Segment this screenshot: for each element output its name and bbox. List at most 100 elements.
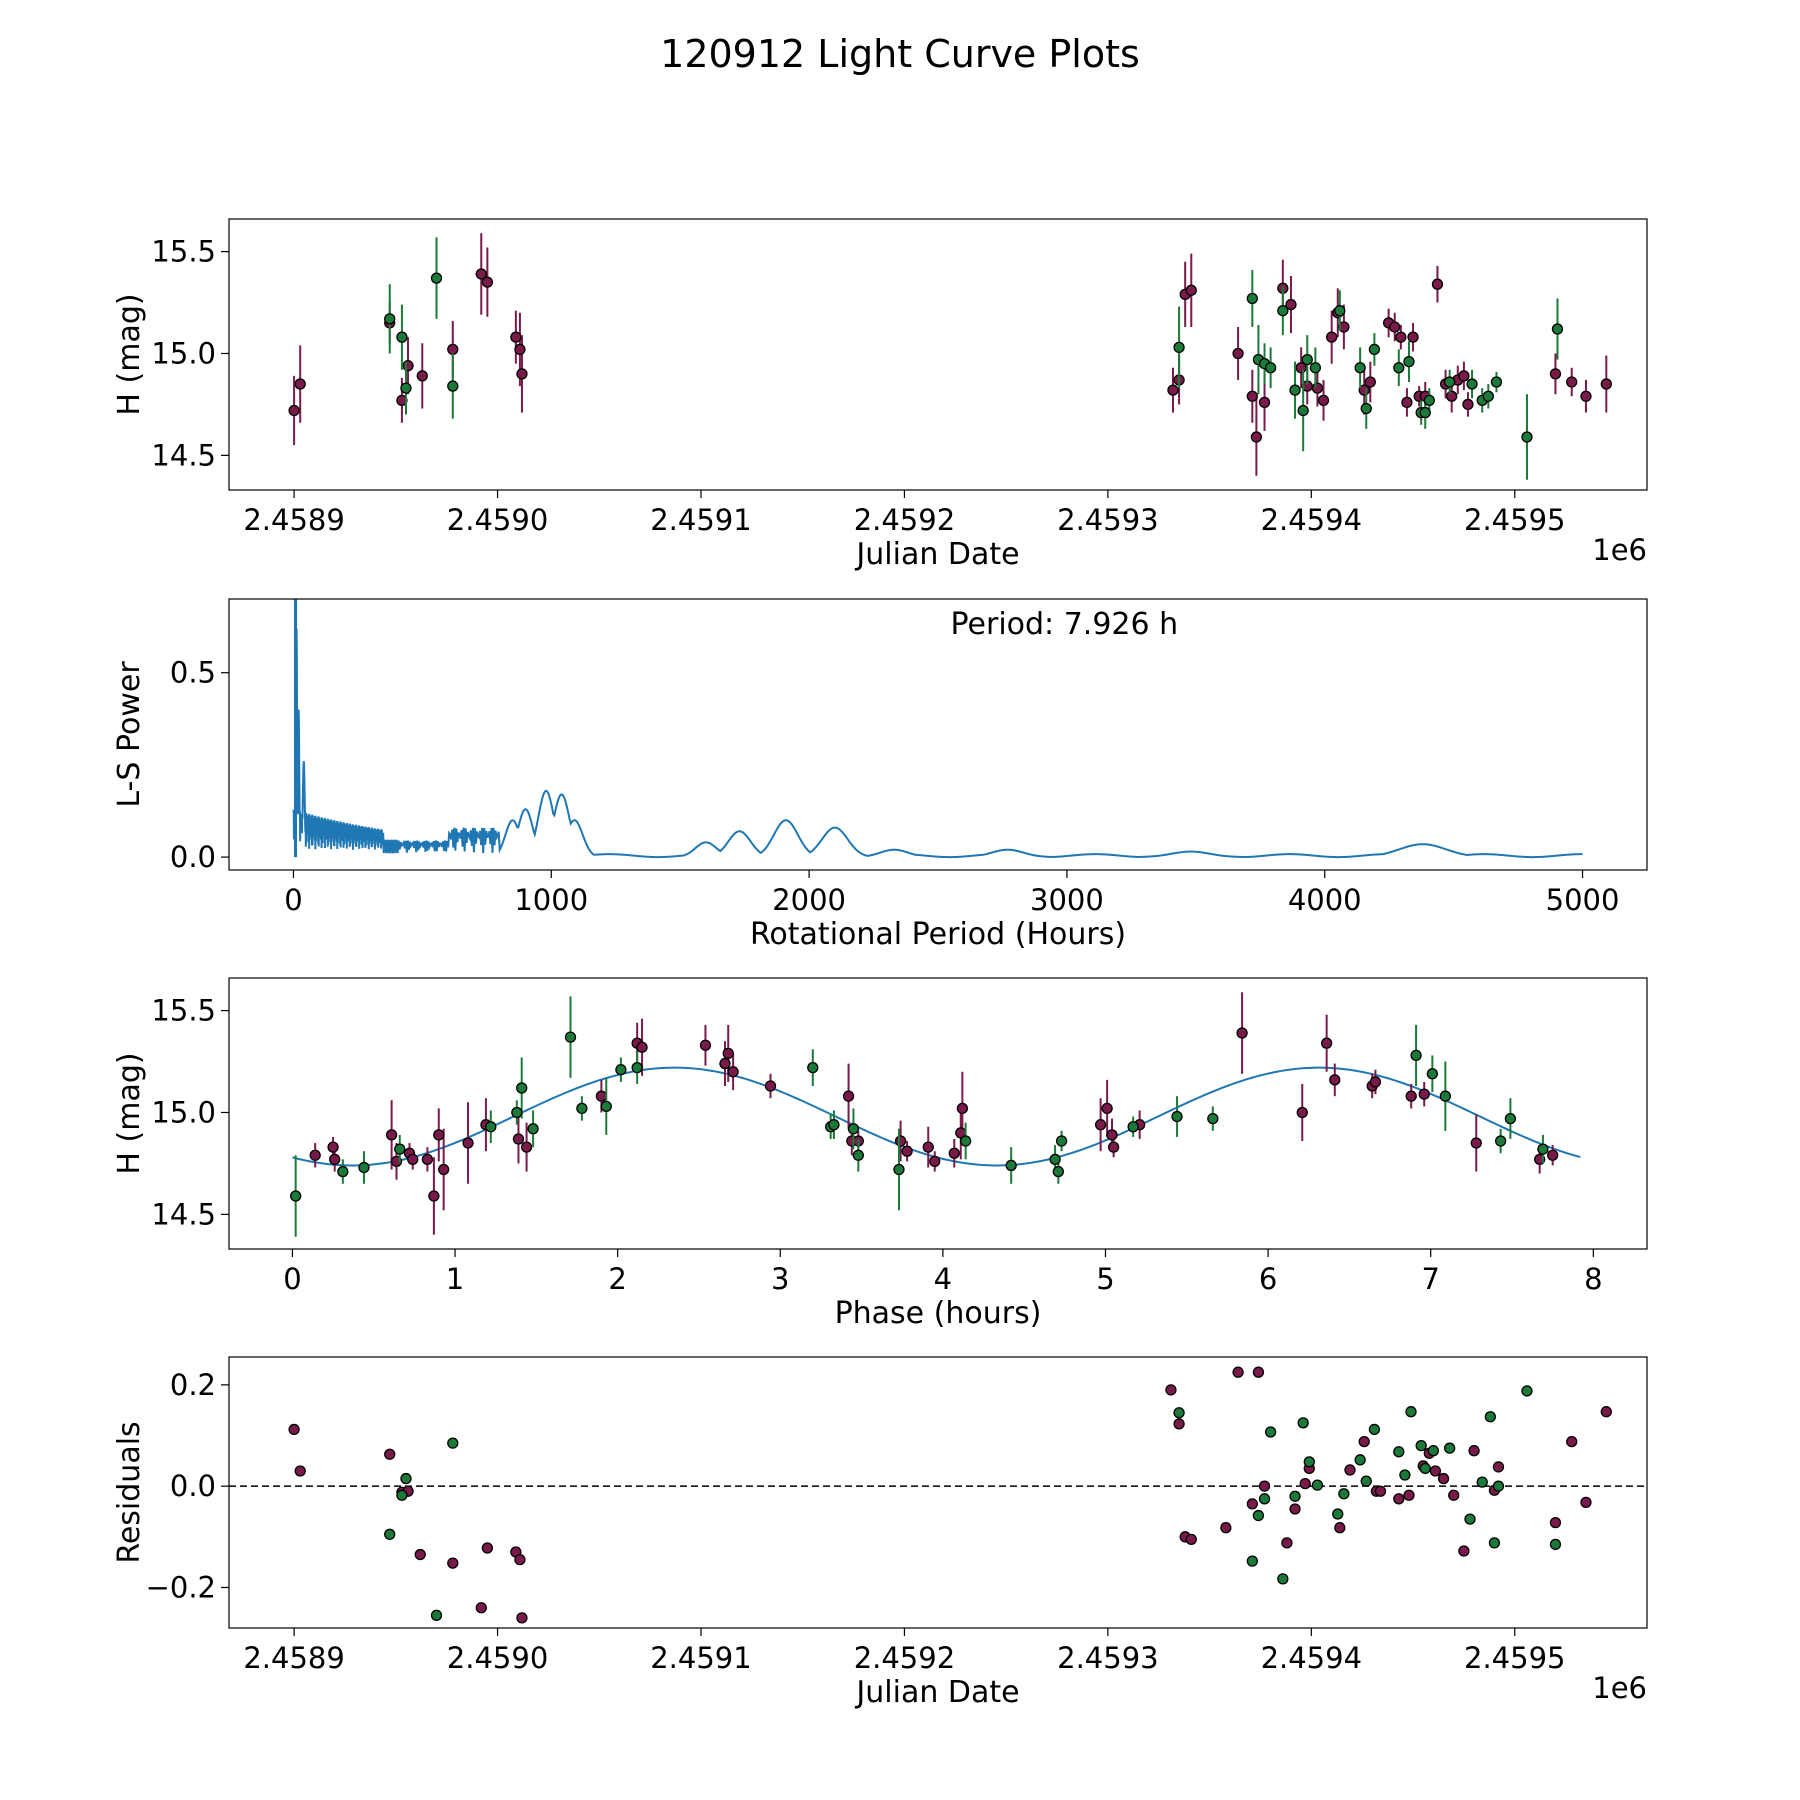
red-data-point [1106, 1129, 1118, 1141]
x-tick-label: 2.4593 [1057, 503, 1158, 537]
red-data-point [520, 1141, 533, 1153]
red-data-point [1468, 1445, 1480, 1457]
red-data-point [1429, 1465, 1442, 1477]
red-data-point [901, 1145, 913, 1157]
green-data-point [1354, 1454, 1366, 1466]
green-data-point [1173, 1407, 1185, 1419]
green-data-point [384, 313, 396, 325]
red-data-point [1446, 390, 1458, 402]
green-data-point [1419, 406, 1431, 419]
red-data-point [956, 1102, 969, 1115]
red-data-point [385, 1129, 398, 1141]
green-data-point [600, 1100, 612, 1113]
x-offset-label: 1e6 [1592, 533, 1647, 567]
red-data-point [1389, 321, 1401, 333]
green-data-point [1393, 1446, 1405, 1458]
red-data-point [1258, 1480, 1271, 1492]
y-tick-label: 15.0 [151, 336, 216, 370]
green-data-point [1403, 355, 1415, 368]
green-data-point [1521, 1385, 1533, 1397]
axes-frame [228, 977, 1648, 1250]
red-data-point [1358, 1435, 1370, 1448]
green-data-point [1405, 1406, 1417, 1418]
green-data-point [959, 1135, 972, 1147]
red-data-point [512, 1133, 525, 1145]
green-data-point [1492, 1480, 1505, 1492]
y-tick-label: 15.0 [151, 1095, 216, 1129]
x-tick-label: 8 [1584, 1262, 1602, 1296]
x-tick-label: 1 [446, 1262, 464, 1296]
x-axis-label: Julian Date [854, 537, 1019, 572]
green-data-point [1504, 1112, 1517, 1125]
red-data-point [595, 1090, 608, 1102]
red-data-point [764, 1080, 777, 1092]
green-data-point [1277, 1573, 1289, 1585]
red-data-point [1549, 1516, 1562, 1529]
green-data-point [337, 1165, 349, 1178]
red-data-point [433, 1129, 445, 1141]
green-data-point [1423, 394, 1435, 406]
y-axis-label: H (mag) [112, 1052, 147, 1174]
green-data-point [1005, 1159, 1017, 1172]
plot-area [288, 233, 1612, 480]
x-tick-label: 2.4590 [447, 1641, 548, 1675]
green-data-point [430, 1609, 443, 1621]
x-tick-label: 3000 [1030, 883, 1104, 917]
period-annotation: Period: 7.926 h [951, 607, 1179, 642]
red-data-point [719, 1057, 731, 1070]
green-data-point [1171, 1110, 1183, 1123]
x-tick-label: 2.4592 [854, 1641, 955, 1675]
red-data-point [514, 343, 526, 356]
axes-frame [228, 1356, 1648, 1629]
red-data-point [1246, 1498, 1258, 1510]
x-tick-label: 1000 [514, 883, 588, 917]
red-data-point [1458, 1545, 1470, 1557]
red-data-point [1185, 284, 1197, 296]
y-axis-label: Residuals [112, 1421, 147, 1563]
red-data-point [1165, 1384, 1177, 1396]
red-data-point [516, 368, 528, 380]
red-data-point [447, 1557, 459, 1569]
red-data-point [1405, 1090, 1417, 1102]
green-data-point [564, 1031, 577, 1043]
red-data-point [294, 378, 306, 390]
red-data-point [510, 331, 522, 343]
green-data-point [430, 272, 443, 284]
green-data-point [1258, 1493, 1271, 1505]
green-data-point [828, 1119, 840, 1131]
red-data-point [475, 268, 487, 280]
panel-phase: 0 1 2 3 4 5 6 7 8 14.5 15.0 15.5 Phase (hours) H (mag… [112, 977, 1648, 1331]
y-axis-label: L-S Power [112, 661, 147, 808]
red-data-point [475, 1602, 487, 1614]
green-data-point [1297, 404, 1309, 417]
red-data-point [1462, 398, 1474, 411]
panel-res: 2.4589 2.4590 2.4591 2.4592 2.4593 2.4594 2.45… [112, 1356, 1648, 1710]
green-data-point [1207, 1112, 1219, 1125]
green-data-point [1415, 1439, 1427, 1452]
green-data-point [1368, 1423, 1381, 1436]
green-data-point [1289, 1490, 1301, 1502]
x-tick-label: 7 [1421, 1262, 1439, 1296]
green-data-point [485, 1121, 497, 1133]
red-data-point [1185, 1533, 1197, 1546]
red-data-point [636, 1041, 648, 1053]
green-data-point [1264, 1426, 1277, 1438]
red-data-point [421, 1153, 434, 1165]
green-data-point [527, 1123, 539, 1135]
red-data-point [438, 1163, 450, 1176]
x-tick-label: 2.4593 [1057, 1641, 1158, 1675]
red-data-point [1329, 1074, 1341, 1086]
red-data-point [842, 1090, 855, 1102]
red-data-point [1246, 390, 1258, 402]
green-data-point [1246, 292, 1258, 305]
red-data-point [428, 1190, 440, 1202]
red-data-point [1258, 396, 1271, 409]
periodogram-line [292, 599, 1583, 859]
red-data-point [1326, 331, 1338, 343]
green-data-point [1549, 1538, 1562, 1551]
green-data-point [1303, 1456, 1315, 1468]
y-tick-label: 15.5 [151, 235, 216, 269]
red-data-point [481, 1542, 494, 1554]
x-tick-label: 2 [608, 1262, 626, 1296]
green-data-point [1537, 1143, 1549, 1155]
